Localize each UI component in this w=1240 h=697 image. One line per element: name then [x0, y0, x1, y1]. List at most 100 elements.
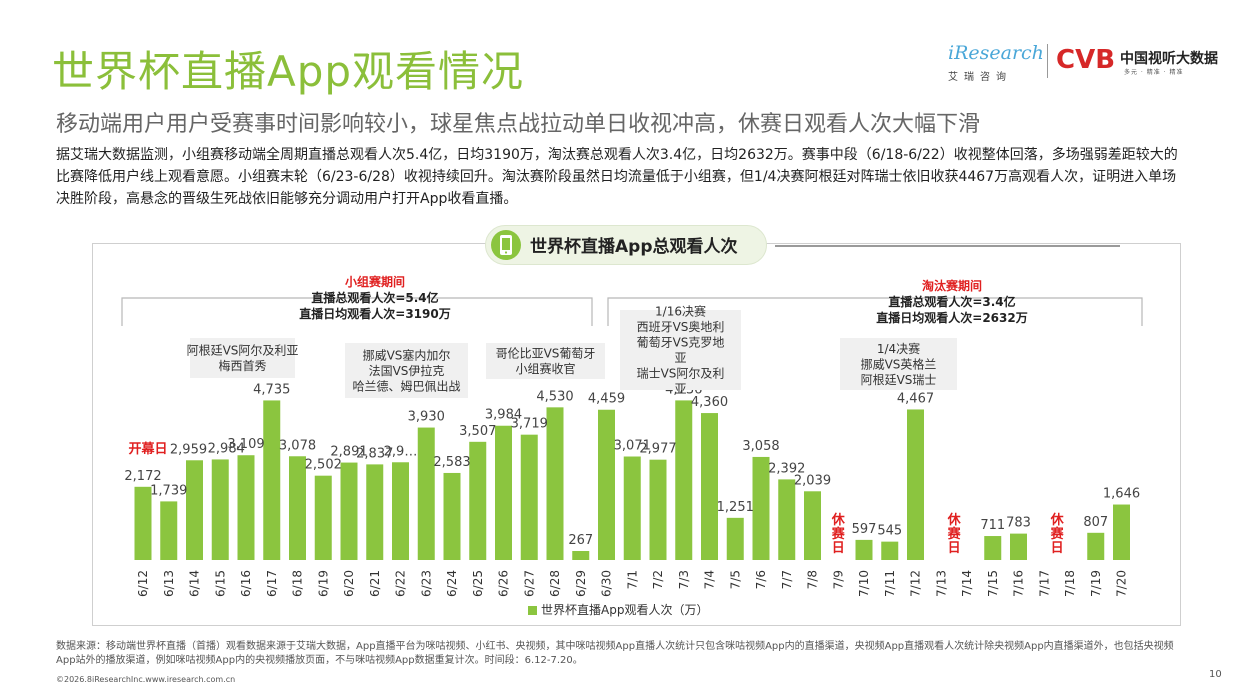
callout-text: 1/4决赛 — [877, 341, 920, 356]
callout-box — [190, 338, 295, 378]
chart-title-rule — [775, 245, 1120, 247]
x-tick-label: 6/18 — [291, 570, 305, 597]
x-tick-label: 7/15 — [986, 570, 1000, 597]
callout-text: 阿根廷VS阿尔及利亚 — [187, 343, 299, 358]
x-tick-label: 6/21 — [368, 570, 382, 597]
x-tick-label: 6/12 — [136, 570, 150, 597]
chart-annotations: 开幕日休赛日休赛日休赛日小组赛期间直播总观看人次=5.4亿直播日均观看人次=31… — [128, 274, 1064, 556]
description-text: 据艾瑞大数据监测，小组赛移动端全周期直播总观看人次5.4亿，日均3190万，淘汰… — [56, 147, 1178, 207]
knockout-stage-total: 直播总观看人次=3.4亿 — [888, 294, 1015, 309]
cvb-logo: CVB — [1056, 45, 1115, 74]
x-tick-label: 7/5 — [728, 570, 742, 589]
x-tick-label: 7/17 — [1037, 570, 1051, 597]
callout-text: 挪威VS塞内加尔 — [363, 347, 451, 362]
bar-value-label: 545 — [877, 524, 902, 539]
rest-day-label: 休 — [831, 512, 846, 528]
bar-value-label: 1,739 — [150, 483, 187, 498]
x-tick-label: 7/11 — [883, 570, 897, 597]
bar-7-19 — [1087, 532, 1105, 560]
group-stage-label: 小组赛期间 — [345, 274, 405, 289]
bar-6-26 — [495, 425, 512, 560]
x-tick-label: 6/20 — [342, 570, 356, 597]
x-tick-label: 7/7 — [780, 570, 794, 589]
bar-value-label: 2,392 — [768, 461, 805, 476]
x-tick-label: 6/16 — [239, 570, 253, 597]
rest-day-label: 休 — [947, 512, 962, 528]
bar-7-11 — [881, 541, 899, 560]
bar-value-label: 807 — [1083, 515, 1108, 530]
bar-value-label: 3,984 — [485, 408, 522, 423]
knockout-stage-label: 淘汰赛期间 — [922, 278, 982, 293]
bar-6-30 — [598, 409, 615, 560]
x-tick-label: 7/13 — [934, 570, 948, 597]
iresearch-logo-text: iResearch — [948, 42, 1044, 64]
x-tick-label: 7/8 — [806, 570, 820, 589]
bar-6-12 — [134, 486, 152, 560]
phone-icon — [491, 230, 521, 260]
x-tick-label: 6/15 — [213, 570, 227, 597]
x-tick-label: 7/3 — [677, 570, 691, 589]
bar-7-8 — [804, 491, 821, 560]
bar-value-label: 2,9… — [384, 444, 418, 459]
bar-value-label: 2,583 — [433, 455, 470, 470]
x-tick-label: 6/30 — [600, 570, 614, 597]
x-tick-label: 6/25 — [471, 570, 485, 597]
x-tick-label: 6/14 — [188, 570, 202, 597]
bar-7-6 — [752, 456, 770, 560]
bar-7-20 — [1113, 504, 1130, 560]
bar-value-label: 267 — [568, 533, 593, 548]
page-title: 世界杯直播App观看情况 — [52, 47, 525, 96]
page-subtitle: 移动端用户用户受赛事时间影响较小，球星焦点战拉动单日收视冲高，休赛日观看人次大幅… — [56, 112, 981, 137]
bar-value-label: 2,891 — [330, 445, 367, 460]
callout-text: 梅西首秀 — [218, 358, 266, 373]
bar-value-label: 2,977 — [639, 442, 676, 457]
cvb-logo-text: CVB — [1056, 45, 1115, 74]
x-tick-label: 7/19 — [1089, 570, 1103, 597]
bar-7-10 — [855, 539, 873, 560]
rest-day-label: 日 — [832, 541, 845, 556]
bar-value-label: 711 — [980, 518, 1005, 533]
callout-text: 西班牙VS奥地利 — [637, 320, 725, 334]
x-tick-label: 6/29 — [574, 570, 588, 597]
callout-box — [486, 343, 605, 379]
bar-value-label: 3,078 — [279, 438, 316, 453]
bar-7-3 — [675, 400, 693, 560]
x-tick-label: 6/23 — [419, 570, 433, 597]
bar-value-label: 2,984 — [208, 441, 245, 456]
x-tick-label: 6/13 — [162, 570, 176, 597]
bar-6-29 — [572, 551, 590, 560]
bar-6-13 — [160, 501, 178, 560]
bar-value-label: 2,959 — [170, 442, 207, 457]
rest-day-label: 日 — [948, 541, 961, 556]
copyright: ©2026.8iResearchInc.www.iresearch.com.cn — [56, 675, 236, 684]
bar-7-15 — [984, 536, 1002, 560]
callout-text: 挪威VS英格兰 — [861, 356, 937, 371]
callout-text: 法国VS伊拉克 — [369, 363, 445, 378]
bar-6-23 — [417, 427, 435, 560]
bar-value-label: 3,071 — [614, 439, 651, 454]
chart-title: 世界杯直播App总观看人次 — [530, 237, 738, 257]
bar-series — [134, 400, 1130, 560]
bar-value-label: 1,646 — [1103, 487, 1140, 502]
bar-6-28 — [546, 407, 564, 560]
bar-value-label: 2,502 — [305, 458, 342, 473]
rest-day-label: 赛 — [947, 526, 962, 542]
group-stage-daily: 直播日均观看人次=3190万 — [299, 306, 450, 321]
group-stage-bracket — [121, 297, 593, 326]
callout-text: 1/16决赛 — [655, 304, 706, 319]
cvb-logo-chinese: 中国视听大数据 — [1120, 51, 1218, 67]
bar-value-label: 2,172 — [124, 469, 161, 484]
x-tick-label: 6/22 — [394, 570, 408, 597]
bar-6-20 — [340, 462, 358, 560]
bar-6-15 — [211, 459, 229, 560]
opening-day-label: 开幕日 — [128, 441, 167, 457]
x-tick-label: 7/1 — [625, 570, 639, 589]
bar-value-label: 2,837 — [356, 446, 393, 461]
callout-text: 亚 — [674, 351, 686, 365]
rest-day-label: 日 — [1051, 541, 1064, 556]
x-tick-label: 6/27 — [522, 570, 536, 597]
x-tick-label: 6/24 — [445, 570, 459, 597]
bar-7-7 — [778, 479, 796, 560]
callout-text: 哥伦比亚VS葡萄牙 — [496, 346, 596, 361]
bar-7-16 — [1010, 533, 1027, 560]
